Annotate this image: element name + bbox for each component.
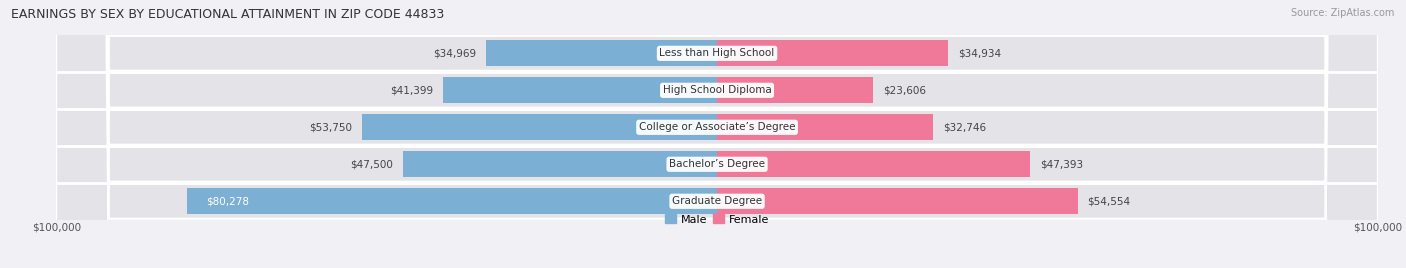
Bar [443,77,717,103]
Text: $53,750: $53,750 [309,122,352,132]
Bar [717,77,873,103]
FancyBboxPatch shape [56,0,1378,268]
Text: $34,969: $34,969 [433,48,477,58]
Bar [404,151,717,177]
Bar [717,114,934,140]
Bar [717,188,1077,214]
Legend: Male, Female: Male, Female [661,210,773,229]
Text: $34,934: $34,934 [957,48,1001,58]
FancyBboxPatch shape [56,0,1378,268]
Text: EARNINGS BY SEX BY EDUCATIONAL ATTAINMENT IN ZIP CODE 44833: EARNINGS BY SEX BY EDUCATIONAL ATTAINMEN… [11,8,444,21]
FancyBboxPatch shape [56,0,1378,268]
Text: High School Diploma: High School Diploma [662,85,772,95]
Text: Source: ZipAtlas.com: Source: ZipAtlas.com [1291,8,1395,18]
Text: $32,746: $32,746 [943,122,987,132]
Text: $47,500: $47,500 [350,159,394,169]
Bar [717,40,948,66]
FancyBboxPatch shape [56,0,1378,268]
Bar [486,40,717,66]
Text: $54,554: $54,554 [1087,196,1130,206]
Text: $80,278: $80,278 [207,196,249,206]
Bar [361,114,717,140]
Text: Less than High School: Less than High School [659,48,775,58]
Text: Graduate Degree: Graduate Degree [672,196,762,206]
Text: College or Associate’s Degree: College or Associate’s Degree [638,122,796,132]
FancyBboxPatch shape [56,0,1378,268]
Text: $41,399: $41,399 [391,85,433,95]
Bar [187,188,717,214]
Text: $47,393: $47,393 [1040,159,1083,169]
Text: $23,606: $23,606 [883,85,927,95]
Bar [717,151,1031,177]
Text: Bachelor’s Degree: Bachelor’s Degree [669,159,765,169]
